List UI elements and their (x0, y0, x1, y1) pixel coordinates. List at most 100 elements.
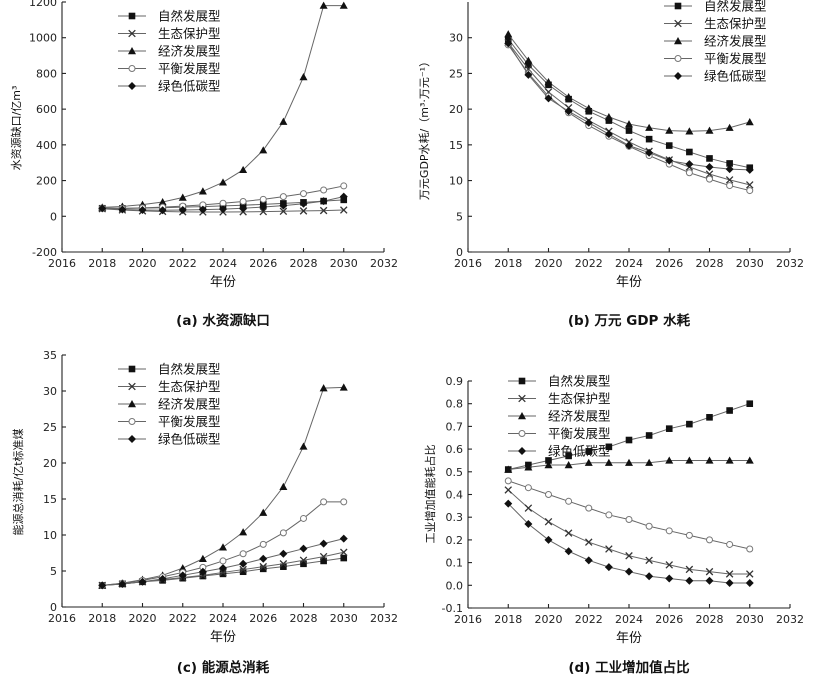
data-point (604, 130, 613, 139)
data-point (544, 78, 553, 86)
data-point (319, 539, 328, 548)
legend-label: 绿色低碳型 (158, 79, 221, 94)
data-point (300, 190, 307, 198)
data-point (319, 384, 328, 392)
data-point (705, 456, 714, 464)
series-5 (504, 39, 754, 174)
data-point (158, 206, 167, 215)
data-point (665, 156, 674, 165)
data-point (299, 544, 308, 553)
legend-marker-stroke-b (674, 19, 682, 28)
data-point (544, 94, 553, 103)
series-3 (98, 1, 348, 211)
data-point (564, 529, 573, 537)
data-point-stroke-b (645, 556, 653, 565)
data-point (340, 182, 348, 190)
x-tick-label: 2020 (129, 612, 157, 625)
y-tick-label: 20 (43, 457, 57, 470)
data-point (645, 432, 653, 439)
data-point (585, 448, 593, 455)
legend-marker (518, 412, 526, 420)
data-point (219, 205, 227, 214)
data-point-stroke-b (259, 207, 268, 216)
data-point-stroke-b (685, 565, 694, 574)
legend-marker (518, 377, 526, 385)
data-point-stroke-b (625, 552, 633, 560)
data-point (524, 463, 533, 471)
y-tick-label: 0.7 (446, 420, 464, 433)
y-axis-label: 能源总消耗/亿t标准煤 (11, 428, 25, 535)
x-tick-label: 2022 (575, 257, 603, 270)
data-point (685, 456, 694, 464)
data-point (320, 186, 328, 194)
data-point-stroke-b (319, 552, 328, 561)
data-point (686, 148, 693, 156)
panel-caption: (d) 工业增加值占比 (568, 659, 689, 676)
series-3 (504, 30, 754, 135)
series-line (507, 44, 750, 192)
data-point (198, 554, 207, 562)
data-point (545, 491, 552, 498)
y-tick-label: 400 (36, 139, 57, 152)
data-point (504, 486, 513, 494)
x-tick-label: 2020 (535, 257, 563, 270)
data-point (524, 70, 533, 79)
data-point (259, 540, 267, 548)
y-tick-label: 5 (50, 565, 57, 578)
data-point (319, 552, 328, 561)
y-tick-label: 0 (50, 601, 57, 614)
data-point (665, 456, 674, 464)
data-point (339, 383, 348, 391)
y-tick-label: 1200 (29, 0, 57, 9)
legend-marker (128, 65, 136, 72)
y-tick-label: 0.4 (446, 489, 464, 502)
data-point-stroke-b (219, 568, 227, 577)
data-point (726, 540, 734, 548)
data-point (726, 182, 734, 190)
x-tick-label: 2016 (454, 257, 482, 270)
data-point (279, 193, 287, 201)
data-point (339, 192, 348, 201)
panel-caption: (a) 水资源缺口 (176, 312, 270, 329)
data-point-stroke-b (524, 504, 533, 512)
x-tick-label: 2028 (290, 612, 318, 625)
legend-marker-stroke-b (128, 382, 136, 391)
y-tick-label: 600 (36, 103, 57, 116)
data-point (745, 165, 754, 174)
series-5 (504, 499, 754, 588)
data-point (239, 528, 248, 536)
data-point (340, 498, 348, 506)
data-point (524, 504, 533, 512)
data-point (745, 456, 754, 464)
x-tick-label: 2030 (330, 612, 358, 625)
y-tick-label: 25 (449, 67, 463, 80)
data-point-stroke-b (544, 517, 553, 526)
y-axis-label: 万元GDP水耗/（m³·万元⁻¹） (418, 56, 431, 200)
y-axis-label: 水资源缺口/亿m³ (9, 86, 23, 171)
data-point (685, 169, 693, 177)
data-point (525, 61, 532, 69)
x-axis-label: 年份 (616, 275, 642, 290)
data-point (158, 198, 167, 206)
data-point (319, 206, 328, 215)
data-point (605, 117, 613, 124)
data-point (746, 400, 754, 407)
data-point (98, 204, 107, 213)
data-point (605, 511, 613, 519)
data-point (320, 557, 327, 565)
data-point (565, 452, 572, 460)
legend-label: 绿色低碳型 (548, 444, 611, 459)
y-tick-label: 0 (50, 210, 57, 223)
data-point (625, 515, 633, 523)
data-point (239, 165, 248, 174)
y-tick-label: 0.5 (446, 466, 464, 479)
data-point (705, 170, 714, 178)
data-point (299, 442, 308, 450)
data-point (118, 579, 127, 588)
data-point (625, 567, 633, 576)
legend-label: 平衡发展型 (158, 414, 221, 429)
x-tick-label: 2024 (615, 613, 643, 626)
data-point (198, 187, 207, 195)
